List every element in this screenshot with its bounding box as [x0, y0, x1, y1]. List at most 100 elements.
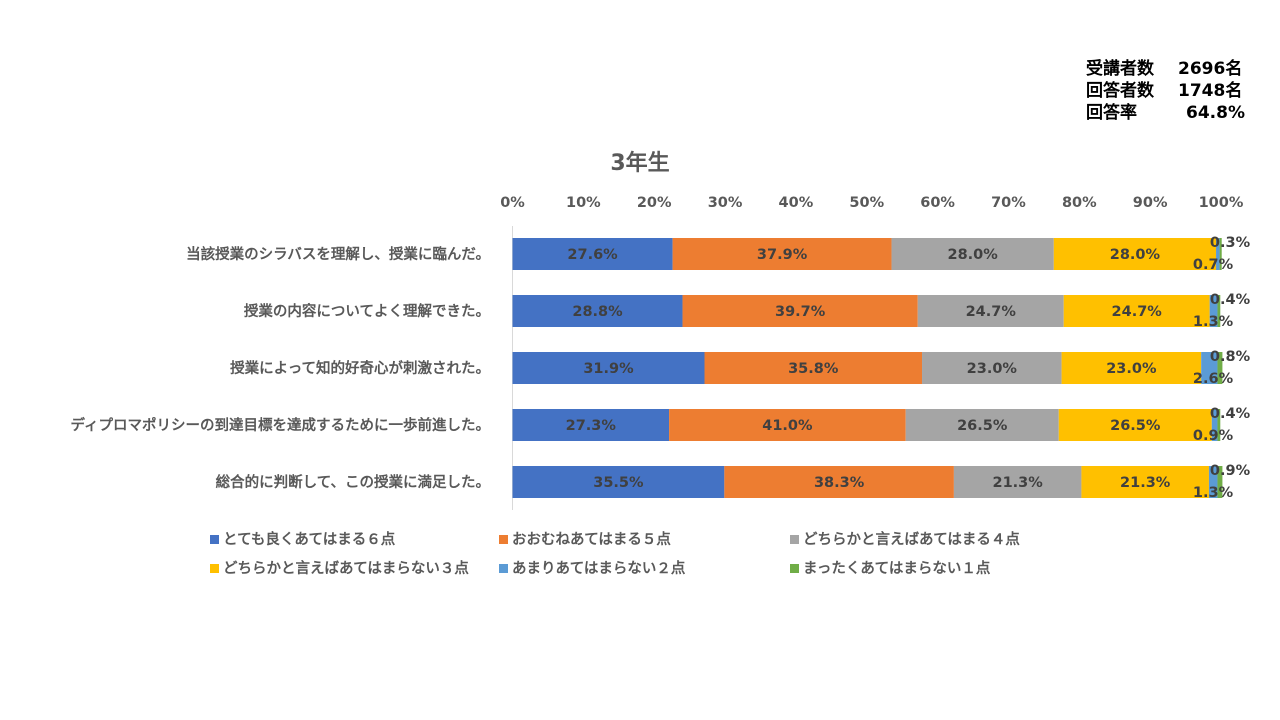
- legend-item: どちらかと言えばあてはまらない３点: [210, 557, 469, 578]
- data-label: 0.9%: [1210, 463, 1251, 479]
- data-labels: 27.6% 37.9% 28.0% 28.0% 0.7% 0.3% 28.8% 39.7% 24…: [566, 235, 1251, 501]
- data-label: 31.9%: [583, 361, 634, 377]
- data-label: 1.3%: [1193, 314, 1234, 330]
- bar-segment: [724, 466, 954, 498]
- data-label: 0.4%: [1210, 292, 1251, 308]
- stats-label: 回答者数: [1086, 81, 1154, 101]
- data-label: 26.5%: [957, 418, 1008, 434]
- data-label: 23.0%: [967, 361, 1018, 377]
- legend-item: とても良くあてはまる６点: [210, 528, 395, 549]
- legend-label: どちらかと言えばあてはまらない３点: [223, 561, 469, 577]
- category-label: 授業の内容についてよく理解できた。: [244, 302, 490, 320]
- stats-row-enrolled: 受講者数 2696名: [1086, 58, 1256, 80]
- legend-swatch: [790, 534, 799, 544]
- stats-value: 1748名: [1178, 81, 1243, 101]
- response-stats: 受講者数 2696名 回答者数 1748名 回答率 64.8%: [1086, 58, 1256, 124]
- stats-row-respondents: 回答者数 1748名: [1086, 80, 1256, 102]
- legend-label: あまりあてはまらない２点: [512, 561, 686, 577]
- x-axis-ticks: 0% 10% 20% 30% 40% 50% 60% 70% 80% 90% 100%: [500, 195, 1244, 211]
- data-label: 35.8%: [788, 361, 839, 377]
- stats-row-response-rate: 回答率 64.8%: [1086, 102, 1256, 124]
- legend-label: どちらかと言えばあてはまる４点: [803, 532, 1020, 548]
- bar-segment: [512, 295, 683, 327]
- bar-segment: [1217, 352, 1223, 384]
- bar-segment: [512, 466, 725, 498]
- data-label: 0.7%: [1193, 257, 1234, 273]
- chart-title: 3年生: [610, 150, 669, 176]
- data-label: 21.3%: [1120, 475, 1171, 491]
- x-tick-label: 0%: [500, 195, 525, 211]
- legend-swatch: [210, 563, 219, 573]
- legend-swatch: [210, 534, 219, 544]
- data-label: 21.3%: [993, 475, 1044, 491]
- bar-segment: [512, 352, 705, 384]
- category-label: 総合的に判断して、この授業に満足した。: [216, 473, 490, 491]
- bar-segment: [1219, 238, 1222, 270]
- bar-segment: [1211, 409, 1218, 441]
- category-label: ディプロマポリシーの到達目標を達成するために一歩前進した。: [71, 416, 490, 434]
- data-label: 35.5%: [593, 475, 644, 491]
- bar-segments: [512, 238, 1223, 498]
- x-tick-label: 40%: [779, 195, 814, 211]
- bar-segment: [1217, 295, 1221, 327]
- stats-value: 2696名: [1178, 59, 1243, 79]
- legend-label: おおむねあてはまる５点: [512, 532, 671, 548]
- data-label: 26.5%: [1110, 418, 1161, 434]
- bar-segment: [682, 295, 918, 327]
- bar-segment: [704, 352, 923, 384]
- data-label: 0.4%: [1210, 406, 1251, 422]
- bar-segment: [1209, 295, 1218, 327]
- data-label: 2.6%: [1193, 371, 1234, 387]
- stats-label: 回答率: [1086, 103, 1137, 123]
- bar-segment: [905, 409, 1059, 441]
- data-label: 38.3%: [814, 475, 865, 491]
- legend-swatch: [499, 534, 508, 544]
- bar-segment: [917, 295, 1064, 327]
- legend-label: とても良くあてはまる６点: [223, 532, 396, 548]
- bar-segment: [669, 409, 906, 441]
- x-tick-label: 30%: [708, 195, 743, 211]
- bar-segment: [922, 352, 1062, 384]
- data-label: 27.6%: [567, 247, 618, 263]
- stats-label: 受講者数: [1086, 59, 1154, 79]
- bar-segment: [1217, 409, 1221, 441]
- x-tick-label: 20%: [637, 195, 672, 211]
- data-label: 24.7%: [966, 304, 1017, 320]
- data-label: 28.0%: [948, 247, 999, 263]
- bar-segment: [1208, 466, 1218, 498]
- category-labels: 当該授業のシラバスを理解し、授業に臨んだ。授業の内容についてよく理解できた。授業…: [71, 245, 490, 491]
- data-label: 0.3%: [1210, 235, 1251, 251]
- data-label: 39.7%: [775, 304, 826, 320]
- bar-segment: [1063, 295, 1210, 327]
- x-tick-label: 70%: [991, 195, 1026, 211]
- bar-segment: [1216, 238, 1220, 270]
- data-label: 28.8%: [572, 304, 623, 320]
- data-label: 37.9%: [757, 247, 808, 263]
- legend-item: どちらかと言えばあてはまる４点: [790, 528, 1020, 549]
- category-label: 授業によって知的好奇心が刺激された。: [230, 359, 490, 377]
- x-tick-label: 50%: [849, 195, 884, 211]
- data-label: 24.7%: [1112, 304, 1163, 320]
- legend-swatch: [790, 563, 799, 573]
- data-label: 23.0%: [1106, 361, 1157, 377]
- bar-segment: [512, 409, 670, 441]
- legend-item: おおむねあてはまる５点: [499, 528, 671, 549]
- data-label: 27.3%: [566, 418, 617, 434]
- x-tick-label: 100%: [1199, 195, 1244, 211]
- bar-segment: [1081, 466, 1209, 498]
- data-label: 0.8%: [1210, 349, 1251, 365]
- x-tick-label: 90%: [1133, 195, 1168, 211]
- bar-segment: [953, 466, 1082, 498]
- bar-segment: [891, 238, 1054, 270]
- data-label: 1.3%: [1193, 485, 1234, 501]
- bar-segment: [1061, 352, 1202, 384]
- data-label: 28.0%: [1110, 247, 1161, 263]
- legend-label: まったくあてはまらない１点: [803, 561, 991, 577]
- x-tick-label: 60%: [920, 195, 955, 211]
- bar-segment: [1201, 352, 1218, 384]
- bar-segment: [1058, 409, 1212, 441]
- data-label: 0.9%: [1193, 428, 1234, 444]
- category-label: 当該授業のシラバスを理解し、授業に臨んだ。: [186, 245, 490, 263]
- legend-item: あまりあてはまらない２点: [499, 557, 685, 578]
